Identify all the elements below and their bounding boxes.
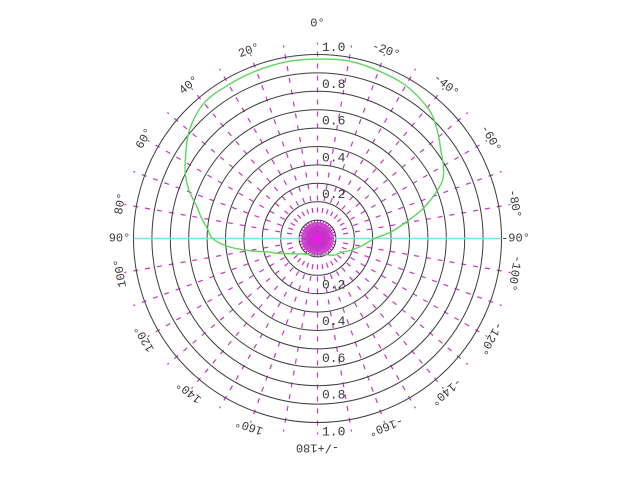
radial-line: [191, 248, 309, 390]
scale-tick-label: 0.6: [322, 114, 345, 129]
radial-line: [133, 242, 305, 307]
center-starburst: [301, 222, 334, 255]
angle-label: -100°: [504, 254, 524, 292]
angle-label: 20°: [237, 40, 262, 61]
radial-line: [330, 170, 502, 235]
angle-label: 160°: [233, 415, 265, 438]
radial-line: [124, 240, 304, 274]
angle-label: 90°: [109, 232, 131, 246]
radial-line: [282, 252, 316, 432]
angle-label: -/+180: [296, 440, 339, 454]
starburst-spoke: [317, 222, 320, 236]
angle-label: 0°: [310, 17, 324, 31]
radial-line: [166, 247, 308, 365]
angle-label: 120°: [131, 322, 158, 354]
radial-scale-labels: 0.2 0.2 0.4 0.4 0.6 0.6 0.8 0.8 1.0 1.0: [322, 40, 346, 440]
radial-line: [330, 242, 502, 307]
scale-tick-label: 0.2: [322, 277, 345, 292]
angle-label: 140°: [174, 377, 205, 406]
angle-label: -60°: [477, 123, 504, 155]
scale-tick-label: 0.2: [322, 187, 345, 202]
angle-label: -160°: [367, 414, 406, 439]
scale-tick-label: 0.4: [322, 150, 346, 165]
angle-label: 80°: [112, 192, 130, 216]
angle-label: -80°: [505, 188, 524, 219]
radial-line: [331, 203, 511, 237]
scale-tick-label: 0.8: [322, 77, 345, 92]
radial-line: [133, 170, 305, 235]
scale-tick-label: 1.0: [322, 425, 345, 440]
radial-line: [327, 112, 469, 230]
radial-line: [282, 45, 316, 225]
radial-line: [249, 251, 314, 423]
scale-tick-label: 0.8: [322, 388, 345, 403]
pattern-curve-group: [184, 58, 445, 257]
angle-label: 60°: [133, 126, 156, 152]
scale-tick-label: 1.0: [322, 40, 345, 55]
scale-tick-label: 0.6: [322, 351, 345, 366]
scale-tick-label: 0.4: [322, 314, 346, 329]
angle-label: 40°: [176, 73, 202, 98]
radial-line: [249, 54, 314, 226]
radial-line: [327, 247, 469, 365]
center-marker: [313, 234, 322, 243]
pattern-curve: [184, 58, 445, 257]
angle-label: -90°: [501, 232, 530, 246]
radial-line: [191, 87, 309, 229]
radial-line: [124, 203, 304, 237]
radial-line: [331, 240, 511, 274]
angle-label: -140°: [428, 375, 465, 409]
angle-label: 100°: [111, 258, 130, 289]
angle-label: -20°: [370, 39, 402, 62]
angle-label: -40°: [430, 71, 461, 100]
radial-line: [166, 112, 308, 230]
